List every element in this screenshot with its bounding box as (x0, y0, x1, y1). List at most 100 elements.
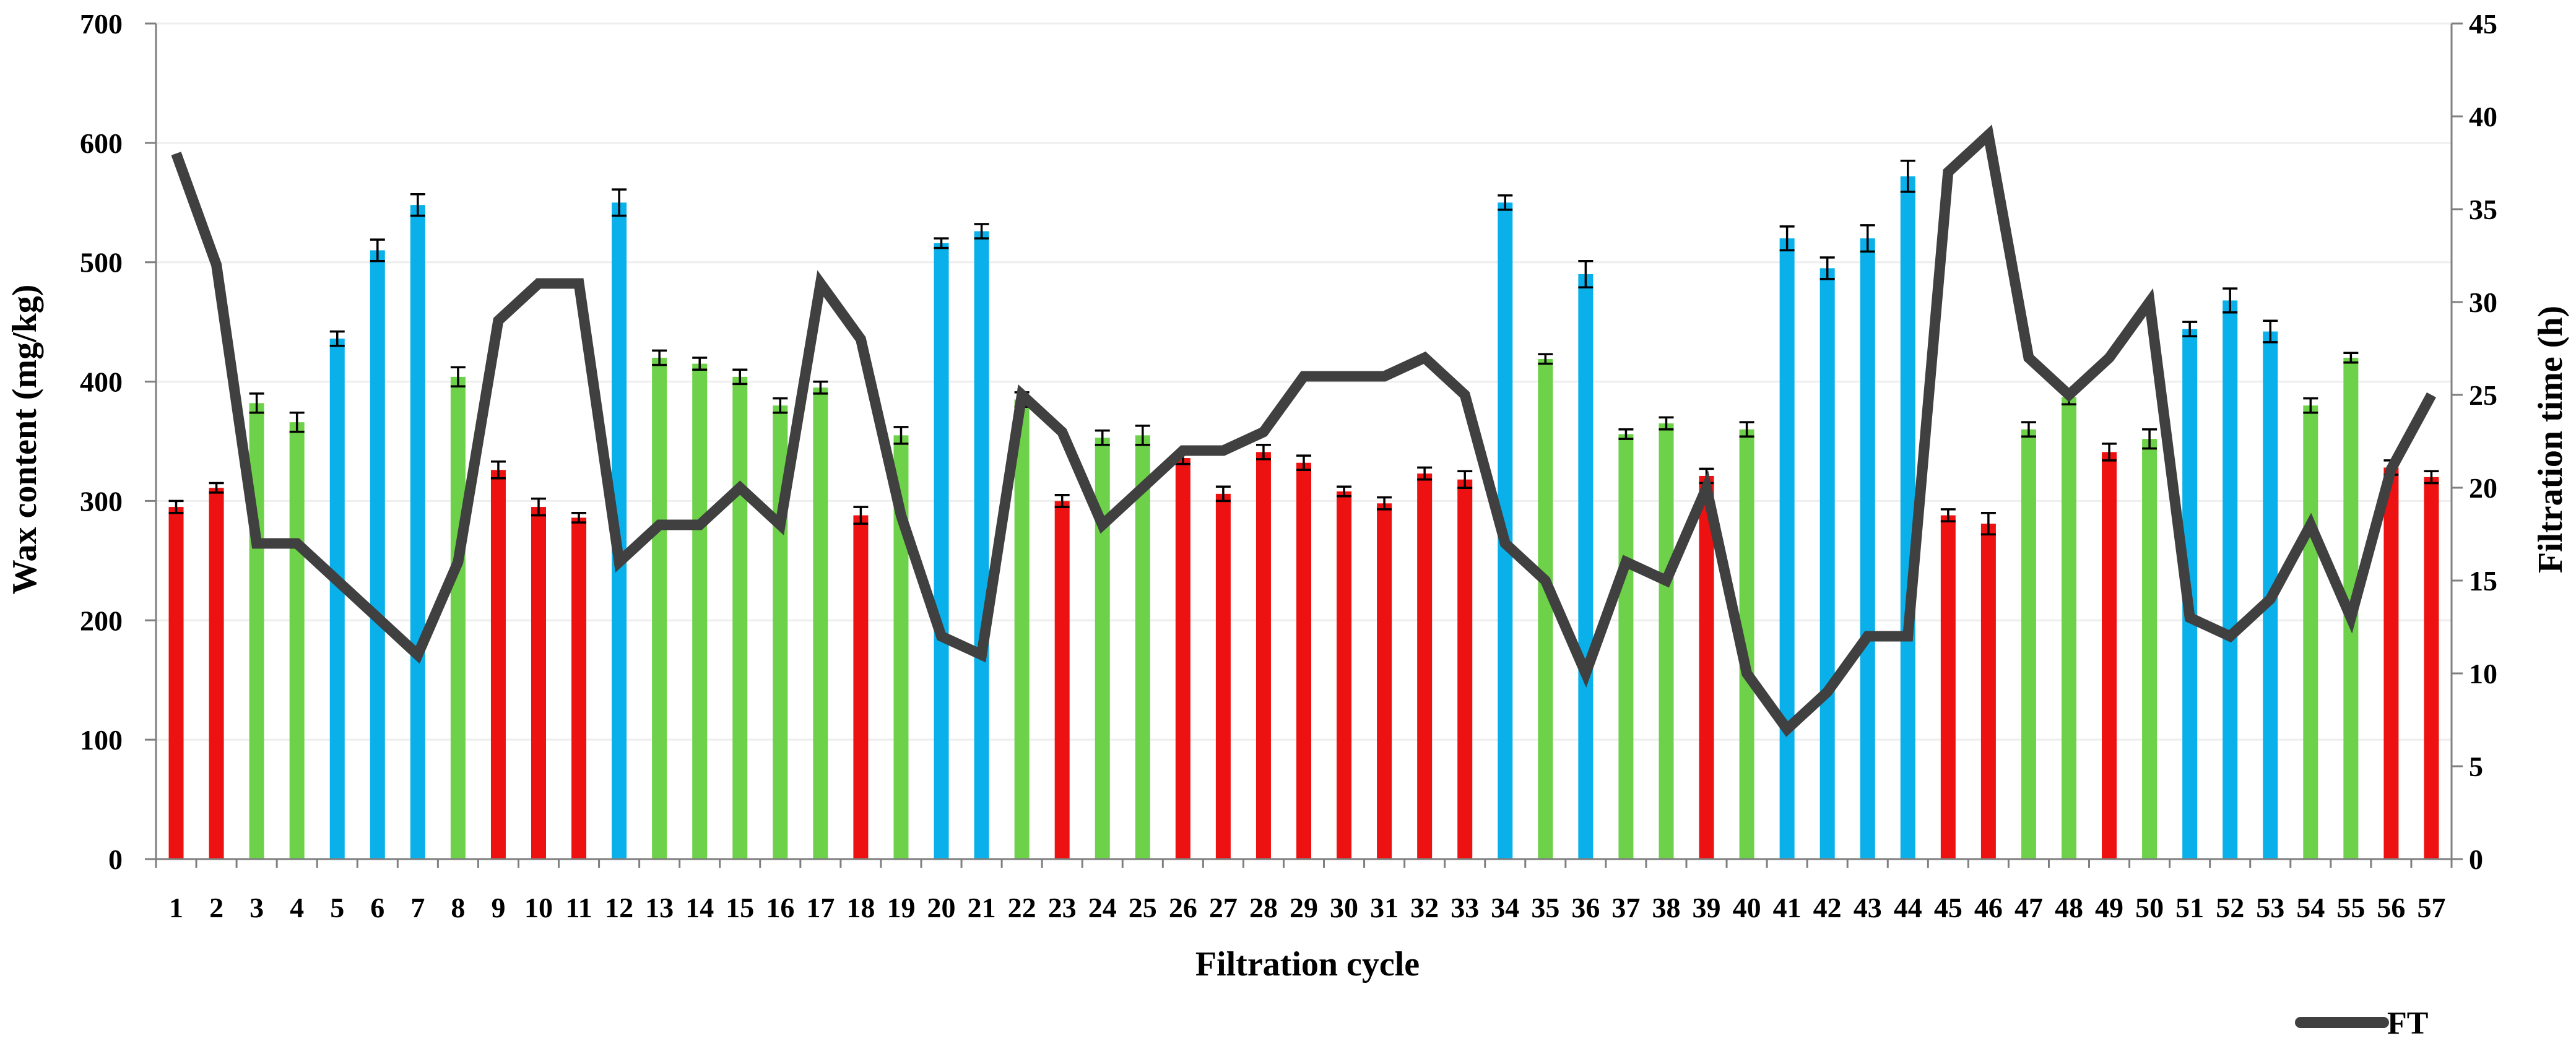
x-tick-label: 39 (1693, 892, 1721, 923)
legend: FT (2295, 1006, 2428, 1041)
error-bar-cycle-42 (1819, 256, 1835, 280)
ft-line-series (171, 124, 2436, 737)
error-bar-cycle-35 (1538, 353, 1553, 365)
bar-cycle-14 (692, 363, 708, 859)
bar-cycle-29 (1296, 462, 1311, 859)
bar-cycle-41 (1779, 238, 1795, 860)
y-tick-label: 100 (80, 724, 123, 756)
tick-labels: 0100200300400500600700051015202530354045… (80, 8, 2497, 923)
x-tick-label: 41 (1773, 892, 1802, 923)
bar-cycle-31 (1377, 503, 1392, 859)
error-bar-cycle-32 (1417, 466, 1433, 481)
y-tick-label: 400 (80, 366, 123, 398)
y2-tick-label: 10 (2469, 658, 2497, 689)
bar-cycle-26 (1175, 458, 1190, 859)
x-tick-label: 15 (726, 892, 754, 923)
bar-cycle-11 (571, 517, 587, 859)
error-bar-cycle-16 (773, 397, 788, 414)
error-bar-cycle-15 (732, 368, 748, 386)
error-bar-cycle-43 (1860, 224, 1875, 253)
error-bar-cycle-28 (1255, 444, 1271, 460)
x-tick-label: 43 (1854, 892, 1882, 923)
y-tick-label: 500 (80, 247, 123, 279)
error-bar-cycle-30 (1337, 485, 1352, 498)
x-tick-label: 56 (2377, 892, 2405, 923)
y2-tick-label: 30 (2469, 287, 2497, 318)
y2-tick-label: 5 (2469, 751, 2483, 782)
bar-cycle-37 (1618, 434, 1634, 859)
x-tick-label: 53 (2256, 892, 2284, 923)
y-tick-label: 200 (80, 605, 123, 636)
bars (168, 176, 2439, 860)
x-tick-label: 2 (209, 892, 223, 923)
bar-cycle-22 (1014, 399, 1030, 859)
bar-cycle-35 (1538, 358, 1553, 859)
error-bar-cycle-19 (893, 426, 909, 445)
error-bar-cycle-23 (1054, 494, 1070, 508)
bar-cycle-4 (289, 422, 305, 859)
error-bar-cycle-21 (974, 223, 989, 240)
bar-cycle-2 (209, 488, 224, 859)
x-tick-label: 24 (1088, 892, 1117, 923)
x-tick-label: 51 (2175, 892, 2204, 923)
bar-cycle-44 (1900, 176, 1915, 859)
x-tick-label: 49 (2095, 892, 2123, 923)
error-bar-cycle-31 (1377, 496, 1392, 511)
x-tick-label: 37 (1611, 892, 1640, 923)
x-tick-label: 13 (645, 892, 674, 923)
y2-tick-label: 35 (2469, 194, 2497, 225)
error-bar-cycle-33 (1457, 470, 1473, 489)
x-tick-label: 4 (290, 892, 304, 923)
x-tick-label: 38 (1652, 892, 1680, 923)
error-bar-cycle-27 (1215, 485, 1231, 503)
y2-tick-label: 0 (2469, 844, 2483, 875)
y2-tick-label: 15 (2469, 565, 2497, 597)
x-tick-label: 35 (1531, 892, 1559, 923)
bar-cycle-38 (1659, 423, 1674, 859)
x-tick-label: 32 (1410, 892, 1439, 923)
x-tick-label: 17 (806, 892, 835, 923)
axes (145, 22, 2463, 868)
error-bar-cycle-25 (1135, 425, 1150, 446)
bar-cycle-57 (2424, 477, 2439, 859)
x-tick-label: 18 (846, 892, 875, 923)
bar-cycle-52 (2223, 300, 2238, 859)
x-axis-title: Filtration cycle (1195, 945, 1420, 983)
x-tick-label: 10 (524, 892, 553, 923)
bar-cycle-36 (1578, 274, 1594, 859)
bar-cycle-49 (2102, 452, 2117, 859)
error-bar-cycle-1 (168, 499, 184, 514)
x-tick-label: 52 (2216, 892, 2244, 923)
bar-cycle-46 (1980, 524, 1996, 859)
bar-cycle-47 (2021, 429, 2036, 859)
x-tick-label: 9 (491, 892, 505, 923)
y-tick-label: 600 (80, 128, 123, 159)
x-tick-label: 48 (2055, 892, 2083, 923)
error-bar-cycle-47 (2021, 421, 2036, 438)
error-bar-cycle-44 (1900, 160, 1915, 193)
y2-axis-title: Filtration time (h) (2531, 306, 2570, 573)
x-tick-label: 23 (1048, 892, 1077, 923)
error-bar-cycle-6 (370, 238, 385, 262)
bar-cycle-56 (2383, 467, 2399, 859)
x-tick-label: 11 (565, 892, 592, 923)
y-tick-label: 300 (80, 485, 123, 517)
x-tick-label: 55 (2336, 892, 2365, 923)
error-bar-cycle-41 (1779, 225, 1795, 252)
error-bar-cycle-38 (1659, 416, 1674, 431)
error-bar-cycle-12 (612, 188, 627, 217)
error-bar-cycle-55 (2343, 352, 2359, 364)
y2-tick-label: 45 (2469, 8, 2497, 40)
y-tick-label: 700 (80, 8, 123, 40)
error-bar-cycle-9 (490, 460, 506, 480)
error-bar-cycle-57 (2424, 470, 2439, 485)
error-bar-cycle-10 (531, 497, 546, 517)
x-tick-label: 57 (2417, 892, 2445, 923)
x-tick-label: 40 (1733, 892, 1761, 923)
error-bar-cycle-52 (2223, 287, 2238, 314)
x-tick-label: 19 (887, 892, 915, 923)
error-bar-cycle-40 (1739, 421, 1754, 438)
x-tick-label: 28 (1249, 892, 1278, 923)
x-tick-label: 12 (605, 892, 633, 923)
y-axis-title: Wax content (mg/kg) (6, 285, 44, 595)
